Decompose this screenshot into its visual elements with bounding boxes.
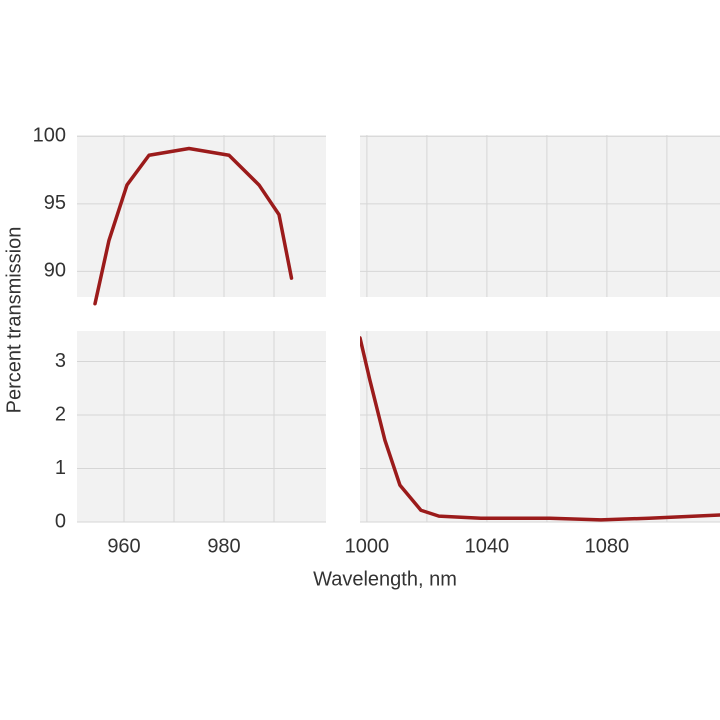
y-tick-label: 95 — [44, 192, 66, 214]
y-tick-label: 0 — [55, 510, 66, 532]
x-tick-label: 1040 — [465, 535, 510, 557]
data-line — [93, 146, 294, 306]
plot-panel — [360, 135, 720, 297]
x-tick-label: 1000 — [345, 535, 390, 557]
plot-panel — [360, 331, 720, 522]
plot-panel — [77, 135, 326, 297]
y-axis-title: Percent transmission — [3, 227, 25, 414]
y-tick-label: 2 — [55, 403, 66, 425]
y-tick-label: 3 — [55, 350, 66, 372]
data-line — [360, 336, 720, 522]
x-tick-label: 1080 — [585, 535, 630, 557]
plot-panel — [77, 331, 326, 522]
x-tick-label: 980 — [207, 535, 240, 557]
x-axis-title: Wavelength, nm — [313, 568, 457, 590]
y-tick-label: 100 — [33, 125, 66, 147]
y-tick-label: 1 — [55, 457, 66, 479]
y-tick-label: 90 — [44, 260, 66, 282]
x-tick-label: 960 — [107, 535, 140, 557]
